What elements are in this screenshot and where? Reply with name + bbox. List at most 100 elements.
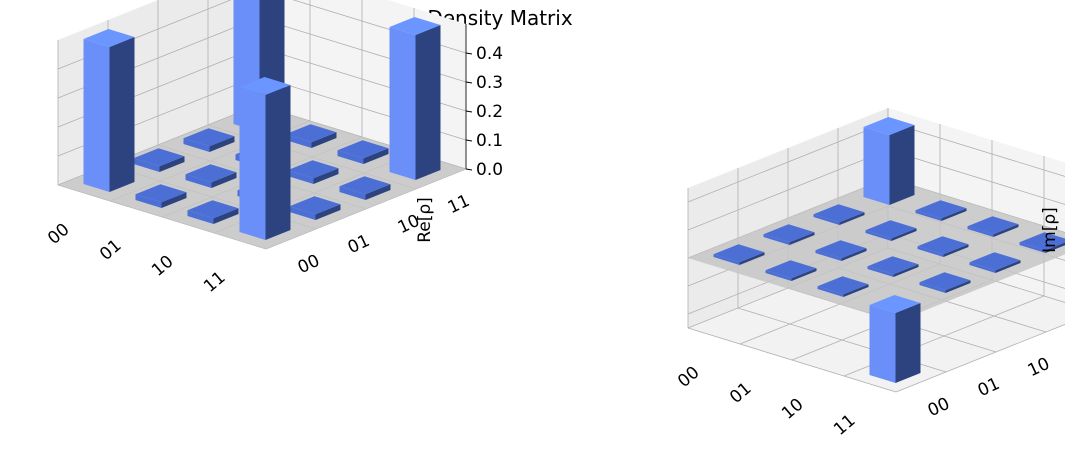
bar-face bbox=[791, 268, 817, 281]
bar-11-01 bbox=[919, 272, 971, 293]
bar-face bbox=[313, 168, 339, 184]
bar-face bbox=[967, 226, 994, 237]
z-tick bbox=[465, 168, 473, 171]
bar-face bbox=[389, 27, 416, 180]
bar-face bbox=[161, 192, 187, 208]
bar-face bbox=[993, 224, 1019, 237]
row-tick-label: 11 bbox=[830, 411, 859, 440]
zero-plane bbox=[688, 178, 1065, 322]
bar-face bbox=[83, 39, 110, 192]
bar-top bbox=[967, 216, 1019, 235]
z-axis-label: Im[ρ] bbox=[1040, 207, 1060, 253]
bar-face bbox=[337, 150, 364, 164]
bar-top bbox=[183, 128, 235, 147]
bar-top bbox=[289, 196, 341, 215]
bar-face bbox=[889, 125, 915, 205]
bar-face bbox=[943, 244, 969, 257]
bar-10-00 bbox=[187, 200, 239, 224]
bar-top bbox=[135, 184, 187, 203]
bar-face bbox=[287, 170, 314, 184]
bar-top bbox=[763, 224, 815, 243]
bar-top bbox=[815, 240, 867, 259]
bar-11-11 bbox=[389, 17, 441, 180]
bar-face bbox=[159, 156, 185, 172]
bar-top bbox=[919, 272, 971, 291]
bar-face bbox=[817, 286, 844, 297]
bar-11-11 bbox=[1019, 232, 1065, 253]
bar-top bbox=[389, 17, 441, 35]
bar-face bbox=[315, 204, 341, 220]
bar-top bbox=[969, 252, 1021, 271]
bar-01-11 bbox=[285, 124, 337, 148]
bar-face bbox=[285, 134, 312, 148]
bar-top bbox=[187, 200, 239, 219]
bar-face bbox=[995, 260, 1021, 273]
bar-top bbox=[867, 256, 919, 275]
bar-top bbox=[917, 236, 969, 255]
bar-10-00 bbox=[817, 276, 869, 297]
row-tick-label: 01 bbox=[726, 379, 755, 408]
bar-face bbox=[863, 127, 890, 205]
col-tick-label: 01 bbox=[975, 374, 1003, 401]
floor-gridline bbox=[895, 323, 1065, 393]
bars bbox=[713, 117, 1065, 383]
bar-top bbox=[285, 124, 337, 143]
col-tick-label: 00 bbox=[925, 394, 953, 421]
bar-face bbox=[919, 282, 946, 293]
bar-face bbox=[915, 210, 942, 221]
bar-top bbox=[817, 276, 869, 295]
bar-face bbox=[183, 138, 210, 152]
bar-top bbox=[287, 160, 339, 179]
bar-face bbox=[739, 252, 765, 265]
bar-top bbox=[83, 29, 135, 47]
bar-00-01 bbox=[763, 224, 815, 245]
bar-10-11 bbox=[337, 140, 389, 164]
bar-face bbox=[893, 264, 919, 277]
bar-face bbox=[365, 184, 391, 200]
row-tick-label: 00 bbox=[674, 363, 703, 392]
bar-face bbox=[311, 132, 337, 148]
bar-11-01 bbox=[289, 196, 341, 220]
bar-face bbox=[813, 214, 840, 225]
bar-face bbox=[843, 284, 869, 297]
bar-01-11 bbox=[915, 200, 967, 221]
bar-face bbox=[239, 87, 266, 240]
bar-face bbox=[211, 172, 237, 188]
z-tick bbox=[465, 52, 473, 55]
z-tick bbox=[465, 81, 473, 84]
bar-face bbox=[841, 248, 867, 261]
bar-01-10 bbox=[865, 220, 917, 241]
z-tick bbox=[465, 110, 473, 113]
bar-11-10 bbox=[969, 252, 1021, 273]
bar-face bbox=[941, 208, 967, 221]
bar-face bbox=[1019, 242, 1046, 253]
bar-01-00 bbox=[135, 184, 187, 208]
bar-top bbox=[339, 176, 391, 195]
bar-00-00 bbox=[713, 244, 765, 265]
bar-face bbox=[209, 136, 235, 152]
bar-top bbox=[915, 200, 967, 219]
bar-face bbox=[969, 262, 996, 273]
bar-face bbox=[865, 230, 892, 241]
bar-face bbox=[265, 85, 291, 240]
bar-top bbox=[1019, 232, 1065, 251]
bar-face bbox=[133, 158, 160, 172]
bar-face bbox=[339, 186, 366, 200]
bar-11-00 bbox=[239, 77, 291, 240]
bar-top bbox=[813, 204, 865, 223]
bar-face bbox=[945, 280, 971, 293]
bar-10-10 bbox=[287, 160, 339, 184]
bar-top bbox=[713, 244, 765, 263]
bar-face bbox=[109, 37, 135, 192]
bar-face bbox=[713, 254, 740, 265]
bar-face bbox=[763, 234, 790, 245]
bar-01-01 bbox=[815, 240, 867, 261]
bar-top bbox=[239, 77, 291, 95]
bar-10-11 bbox=[967, 216, 1019, 237]
z-tick-label: 0.1 bbox=[476, 131, 503, 151]
z-tick bbox=[465, 139, 473, 142]
bar-top bbox=[185, 164, 237, 183]
bar-face bbox=[765, 270, 792, 281]
